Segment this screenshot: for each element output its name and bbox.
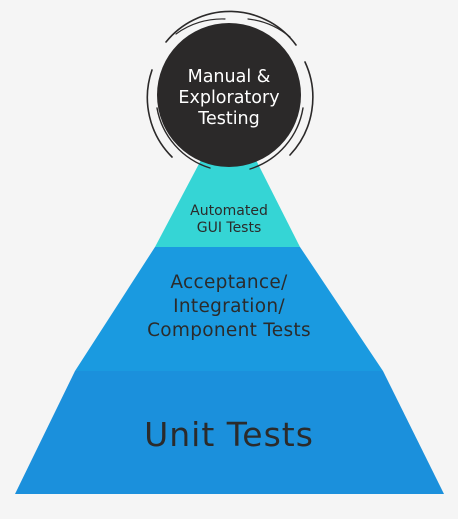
acceptance-label-line: Acceptance/ xyxy=(170,272,288,293)
manual-label-line: Manual & xyxy=(187,67,271,87)
orbit-ring-inner-left xyxy=(156,107,211,169)
unit-tests-label: Unit Tests xyxy=(0,415,458,455)
acceptance-label-line: Component Tests xyxy=(147,320,311,341)
gui-label-line: GUI Tests xyxy=(196,220,262,236)
orbit-ring-outer-left xyxy=(146,69,173,158)
orbit-ring-outer-right xyxy=(289,61,314,156)
manual-label-line: Testing xyxy=(198,109,260,129)
unit-label-line: Unit Tests xyxy=(144,415,314,454)
gui-tests-label: Automated GUI Tests xyxy=(0,203,458,237)
manual-testing-badge xyxy=(146,10,314,170)
acceptance-tests-label: Acceptance/ Integration/ Component Tests xyxy=(0,271,458,343)
manual-circle xyxy=(157,23,301,167)
gui-label-line: Automated xyxy=(190,203,268,219)
unit-tests-layer xyxy=(15,371,444,494)
orbit-ring-inner-top-right xyxy=(247,18,291,38)
orbit-ring-inner-top xyxy=(175,18,226,35)
acceptance-label-line: Integration/ xyxy=(173,296,285,317)
manual-label-line: Exploratory xyxy=(178,88,280,108)
gui-tests-layer xyxy=(155,160,300,247)
acceptance-layer xyxy=(75,247,383,371)
manual-testing-label: Manual & Exploratory Testing xyxy=(0,67,458,130)
orbit-ring-inner-right xyxy=(249,107,304,170)
